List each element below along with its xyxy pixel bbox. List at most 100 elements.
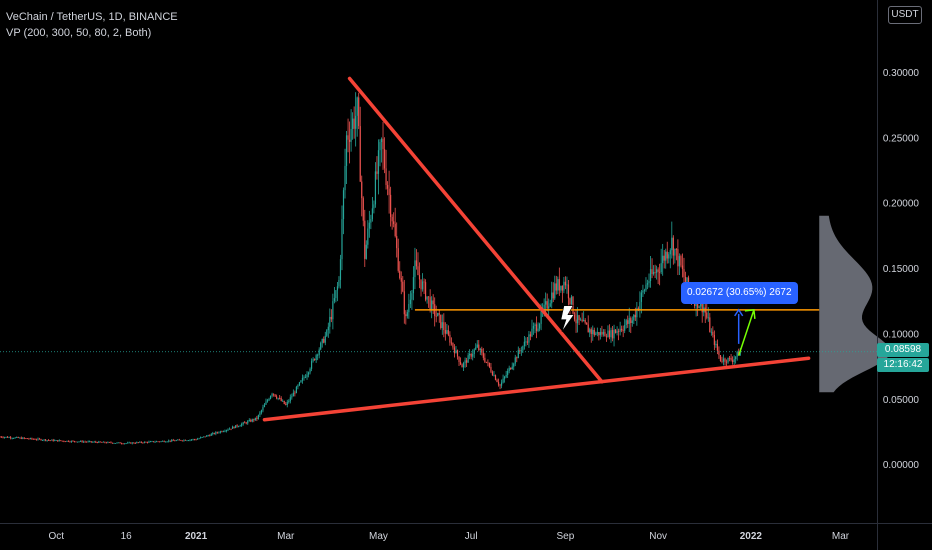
- x-tick-label: 2021: [185, 531, 208, 542]
- candle-body: [131, 442, 133, 444]
- candle-body: [722, 358, 725, 362]
- candle-body: [523, 341, 525, 347]
- indicator-title[interactable]: VP (200, 300, 50, 80, 2, Both): [6, 27, 152, 39]
- candle-body: [63, 440, 65, 442]
- candle-body: [602, 331, 605, 335]
- candle-body: [224, 431, 226, 432]
- candle-body: [546, 301, 548, 309]
- lightning-icon: [560, 305, 575, 332]
- candle-body: [576, 315, 579, 324]
- candle-body: [394, 224, 396, 237]
- candle-body: [78, 441, 80, 443]
- candle-body: [257, 415, 259, 419]
- volume-profile-shape: [819, 215, 891, 393]
- candle-body: [160, 441, 162, 442]
- candle-body: [608, 330, 611, 338]
- symbol-title[interactable]: VeChain / TetherUS, 1D, BINANCE: [6, 11, 178, 23]
- candle-body: [101, 442, 103, 443]
- candle-body: [51, 439, 53, 441]
- candle-body: [662, 255, 664, 264]
- candle-body: [330, 316, 332, 320]
- candle-body: [355, 115, 357, 129]
- candle-body: [143, 441, 145, 443]
- candle-body: [405, 314, 407, 317]
- candle-body: [534, 324, 536, 327]
- candle-body: [675, 248, 677, 250]
- candle-body: [540, 310, 542, 324]
- candle-body: [222, 431, 225, 433]
- measure-arrow-head: [734, 308, 744, 317]
- candle-body: [379, 142, 381, 151]
- candle-body: [67, 440, 69, 442]
- candle-body: [154, 441, 156, 443]
- candle-body: [464, 360, 466, 364]
- candle-body: [604, 331, 606, 337]
- candle-body: [499, 384, 501, 386]
- candle-body: [440, 314, 442, 328]
- candle-body: [342, 190, 345, 220]
- candle-body: [467, 355, 469, 363]
- x-tick-label: Sep: [557, 531, 575, 542]
- candle-body: [712, 331, 714, 335]
- candle-body: [227, 429, 229, 431]
- candle-body: [92, 441, 94, 443]
- candle-body: [212, 433, 214, 435]
- candle-body: [213, 433, 215, 434]
- candle-body: [184, 439, 187, 441]
- candle-body: [458, 356, 460, 363]
- candle-body: [718, 350, 720, 356]
- candle-body: [5, 436, 7, 438]
- candle-body: [236, 425, 238, 427]
- candle-body: [304, 377, 307, 378]
- candle-body: [323, 339, 325, 343]
- candle-body: [370, 219, 372, 223]
- candle-body: [178, 439, 180, 441]
- candle-body: [206, 435, 208, 437]
- candle-body: [20, 437, 22, 439]
- candle-body: [166, 441, 168, 443]
- candle-body: [327, 326, 329, 331]
- candle-body: [29, 438, 31, 439]
- candle-body: [510, 367, 512, 370]
- candle-body: [133, 442, 135, 444]
- x-tick-label: Nov: [649, 531, 667, 542]
- candle-body: [26, 438, 28, 440]
- measure-label: 0.02672 (30.65%) 2672: [681, 282, 798, 304]
- candle-body: [555, 283, 557, 291]
- candle-body: [230, 428, 232, 430]
- candle-body: [44, 439, 47, 441]
- currency-button[interactable]: USDT: [888, 6, 922, 24]
- candle-body: [350, 129, 352, 142]
- candle-body: [139, 441, 141, 443]
- candle-body: [248, 420, 250, 422]
- candle-body: [297, 385, 299, 387]
- candle-body: [535, 324, 538, 332]
- candle-body: [587, 324, 589, 333]
- candle-body: [119, 442, 121, 444]
- candle-body: [294, 392, 296, 394]
- candle-body: [637, 308, 639, 310]
- candle-body: [333, 298, 335, 302]
- candle-body: [120, 443, 123, 445]
- candle-body: [452, 342, 454, 348]
- candle-body: [341, 219, 343, 260]
- candle-body: [79, 440, 82, 442]
- candle-body: [385, 168, 387, 186]
- candle-body: [396, 236, 398, 249]
- candle-body: [152, 441, 155, 443]
- candle-body: [411, 293, 413, 300]
- candle-body: [710, 331, 712, 333]
- candle-body: [254, 417, 256, 421]
- last-price-tag: 0.08598: [877, 342, 929, 357]
- candle-body: [633, 314, 635, 321]
- candle-body: [520, 350, 522, 352]
- candle-body: [507, 370, 509, 375]
- candle-body: [508, 367, 510, 371]
- candle-body: [487, 362, 489, 364]
- candle-body: [61, 440, 63, 442]
- candle-body: [453, 347, 456, 354]
- candle-body: [253, 419, 255, 421]
- candle-body: [262, 407, 264, 411]
- candle-body: [162, 440, 164, 442]
